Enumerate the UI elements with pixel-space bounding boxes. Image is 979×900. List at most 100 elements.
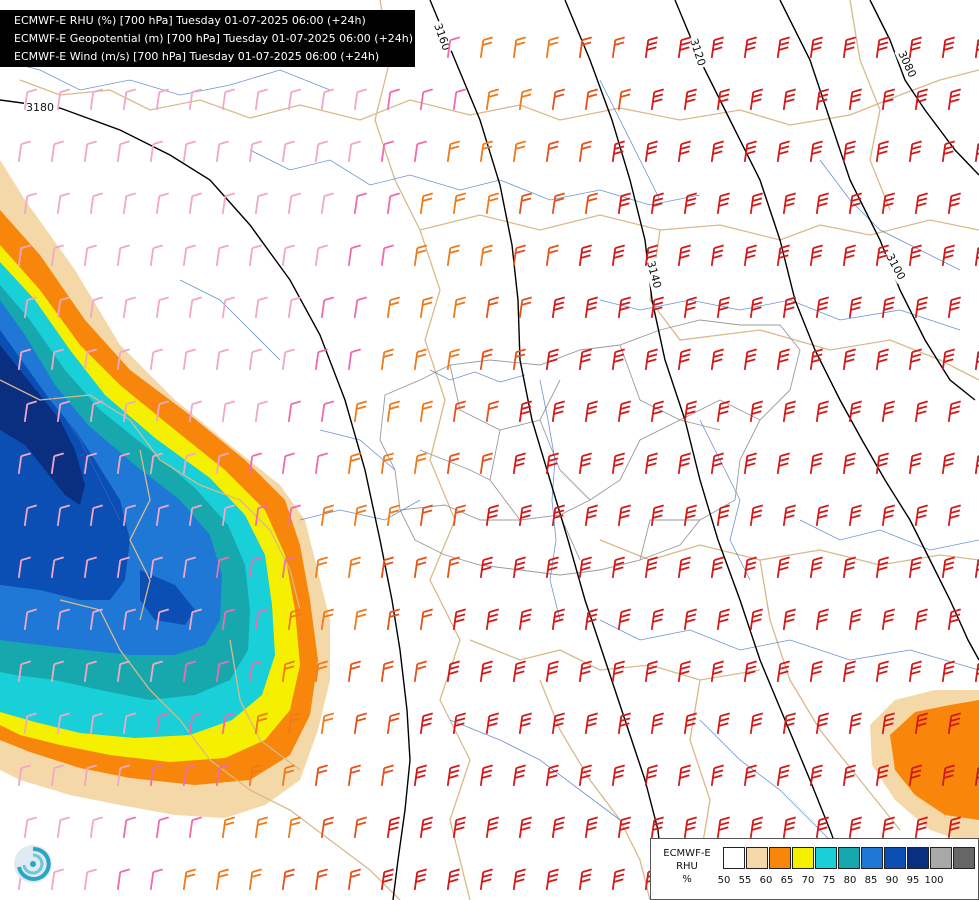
wind-barb: [578, 660, 592, 683]
wind-barb: [221, 712, 235, 735]
legend-swatches: [723, 847, 976, 869]
wind-barb: [281, 140, 295, 163]
contour-label-3140: 3140: [644, 259, 664, 289]
wind-barb: [485, 712, 499, 735]
legend-label: ECMWF-E RHU %: [655, 847, 719, 886]
wind-barb: [116, 868, 130, 891]
wind-barb: [908, 556, 922, 579]
legend-unit: %: [682, 874, 692, 885]
wind-barb: [716, 608, 730, 631]
wind-barb: [314, 452, 328, 475]
wind-barb: [50, 348, 64, 371]
wind-barb: [380, 764, 394, 787]
wind-barb: [50, 764, 64, 787]
wind-barb: [413, 452, 427, 475]
wind-barb: [815, 88, 829, 111]
wind-barb: [848, 504, 862, 527]
wind-barb: [650, 608, 664, 631]
wind-barb: [122, 816, 136, 839]
wind-barb: [809, 556, 823, 579]
wind-barb: [155, 712, 169, 735]
wind-barb: [875, 452, 889, 475]
wind-barb: [314, 140, 328, 163]
wind-barb: [281, 556, 295, 579]
wind-barb: [386, 192, 400, 215]
wind-barb: [875, 244, 889, 267]
wind-barb: [644, 244, 658, 267]
wind-barb: [479, 556, 493, 579]
wind-barb: [776, 452, 790, 475]
wind-barb: [83, 348, 97, 371]
wind-barb: [320, 192, 334, 215]
wind-barb: [56, 816, 70, 839]
wind-barb: [353, 192, 367, 215]
wind-barb: [974, 140, 979, 163]
wind-barb: [182, 556, 196, 579]
wind-barb: [677, 348, 691, 371]
wind-barb: [914, 504, 928, 527]
legend-tick: 70: [801, 875, 815, 886]
wind-barb: [17, 244, 31, 267]
wind-barb: [380, 556, 394, 579]
wind-barb: [23, 504, 37, 527]
wind-barb: [743, 660, 757, 683]
wind-barb: [446, 36, 460, 59]
wind-barb: [248, 244, 262, 267]
wind-barb: [419, 400, 433, 423]
wind-barb: [479, 244, 493, 267]
wind-barb: [716, 400, 730, 423]
wind-barb: [776, 348, 790, 371]
wind-barb: [122, 192, 136, 215]
wind-barb: [710, 660, 724, 683]
wind-barb: [743, 36, 757, 59]
wind-barb: [908, 244, 922, 267]
wind-barbs: [17, 36, 979, 891]
wind-barb: [320, 608, 334, 631]
wind-barb: [149, 764, 163, 787]
wind-barb: [254, 400, 268, 423]
wind-barb: [56, 296, 70, 319]
wind-barb: [578, 452, 592, 475]
wind-barb: [710, 140, 724, 163]
wind-barb: [188, 816, 202, 839]
wind-barb: [353, 400, 367, 423]
wind-barb: [677, 764, 691, 787]
wind-barb: [941, 452, 955, 475]
wind-barb: [578, 244, 592, 267]
wind-barb: [677, 660, 691, 683]
wind-barb: [452, 608, 466, 631]
wind-barb: [380, 348, 394, 371]
wind-barb: [56, 712, 70, 735]
wind-barb: [815, 296, 829, 319]
wind-barb: [23, 608, 37, 631]
wind-barb: [452, 816, 466, 839]
wind-barb: [155, 608, 169, 631]
wind-barb: [518, 608, 532, 631]
wind-barb: [941, 36, 955, 59]
wind-barb: [512, 244, 526, 267]
wind-barb: [545, 36, 559, 59]
wind-barb: [545, 348, 559, 371]
wind-barb: [947, 296, 961, 319]
wind-barb: [347, 348, 361, 371]
wind-barb: [875, 556, 889, 579]
wind-barb: [23, 816, 37, 839]
legend-tick: 55: [738, 875, 752, 886]
wind-barb: [452, 504, 466, 527]
wind-barb: [479, 452, 493, 475]
wind-barb: [386, 88, 400, 111]
wind-barb: [683, 712, 697, 735]
wind-barb: [446, 764, 460, 787]
wind-barb: [419, 296, 433, 319]
wind-barb: [314, 556, 328, 579]
wind-barb: [386, 816, 400, 839]
wind-barb: [914, 400, 928, 423]
wind-barb: [743, 452, 757, 475]
contour-label-3120: 3120: [687, 37, 708, 68]
wind-barb: [89, 504, 103, 527]
wind-barb: [50, 140, 64, 163]
wind-barb: [347, 244, 361, 267]
wind-barb: [56, 192, 70, 215]
wind-barb: [50, 660, 64, 683]
